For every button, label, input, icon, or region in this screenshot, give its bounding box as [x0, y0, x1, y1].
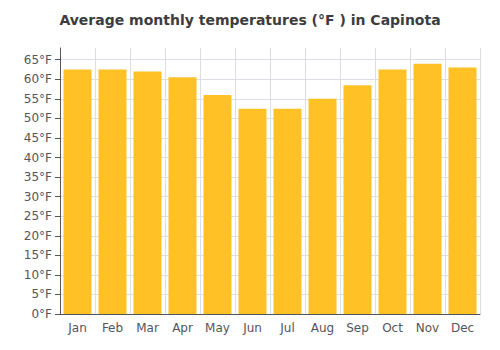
svg-text:40°F: 40°F: [24, 151, 52, 165]
svg-text:0°F: 0°F: [31, 307, 52, 321]
svg-text:50°F: 50°F: [24, 111, 52, 125]
svg-text:Jan: Jan: [67, 321, 87, 335]
svg-text:Average monthly temperatures (: Average monthly temperatures (°F ) in Ca…: [59, 12, 440, 28]
svg-text:15°F: 15°F: [24, 248, 52, 262]
svg-text:60°F: 60°F: [24, 72, 52, 86]
svg-text:5°F: 5°F: [31, 287, 52, 301]
svg-text:Aug: Aug: [311, 321, 334, 335]
svg-text:Jul: Jul: [279, 321, 294, 335]
svg-text:Nov: Nov: [416, 321, 439, 335]
svg-text:55°F: 55°F: [24, 92, 52, 106]
svg-text:65°F: 65°F: [24, 53, 52, 67]
svg-text:45°F: 45°F: [24, 131, 52, 145]
svg-text:Oct: Oct: [382, 321, 403, 335]
svg-text:35°F: 35°F: [24, 170, 52, 184]
svg-text:Jun: Jun: [242, 321, 262, 335]
svg-text:20°F: 20°F: [24, 229, 52, 243]
svg-text:25°F: 25°F: [24, 209, 52, 223]
svg-text:Mar: Mar: [136, 321, 159, 335]
svg-text:Feb: Feb: [102, 321, 123, 335]
svg-text:Apr: Apr: [172, 321, 193, 335]
svg-text:Sep: Sep: [346, 321, 369, 335]
svg-text:Dec: Dec: [451, 321, 474, 335]
svg-text:30°F: 30°F: [24, 190, 52, 204]
svg-text:May: May: [205, 321, 230, 335]
svg-text:10°F: 10°F: [24, 268, 52, 282]
